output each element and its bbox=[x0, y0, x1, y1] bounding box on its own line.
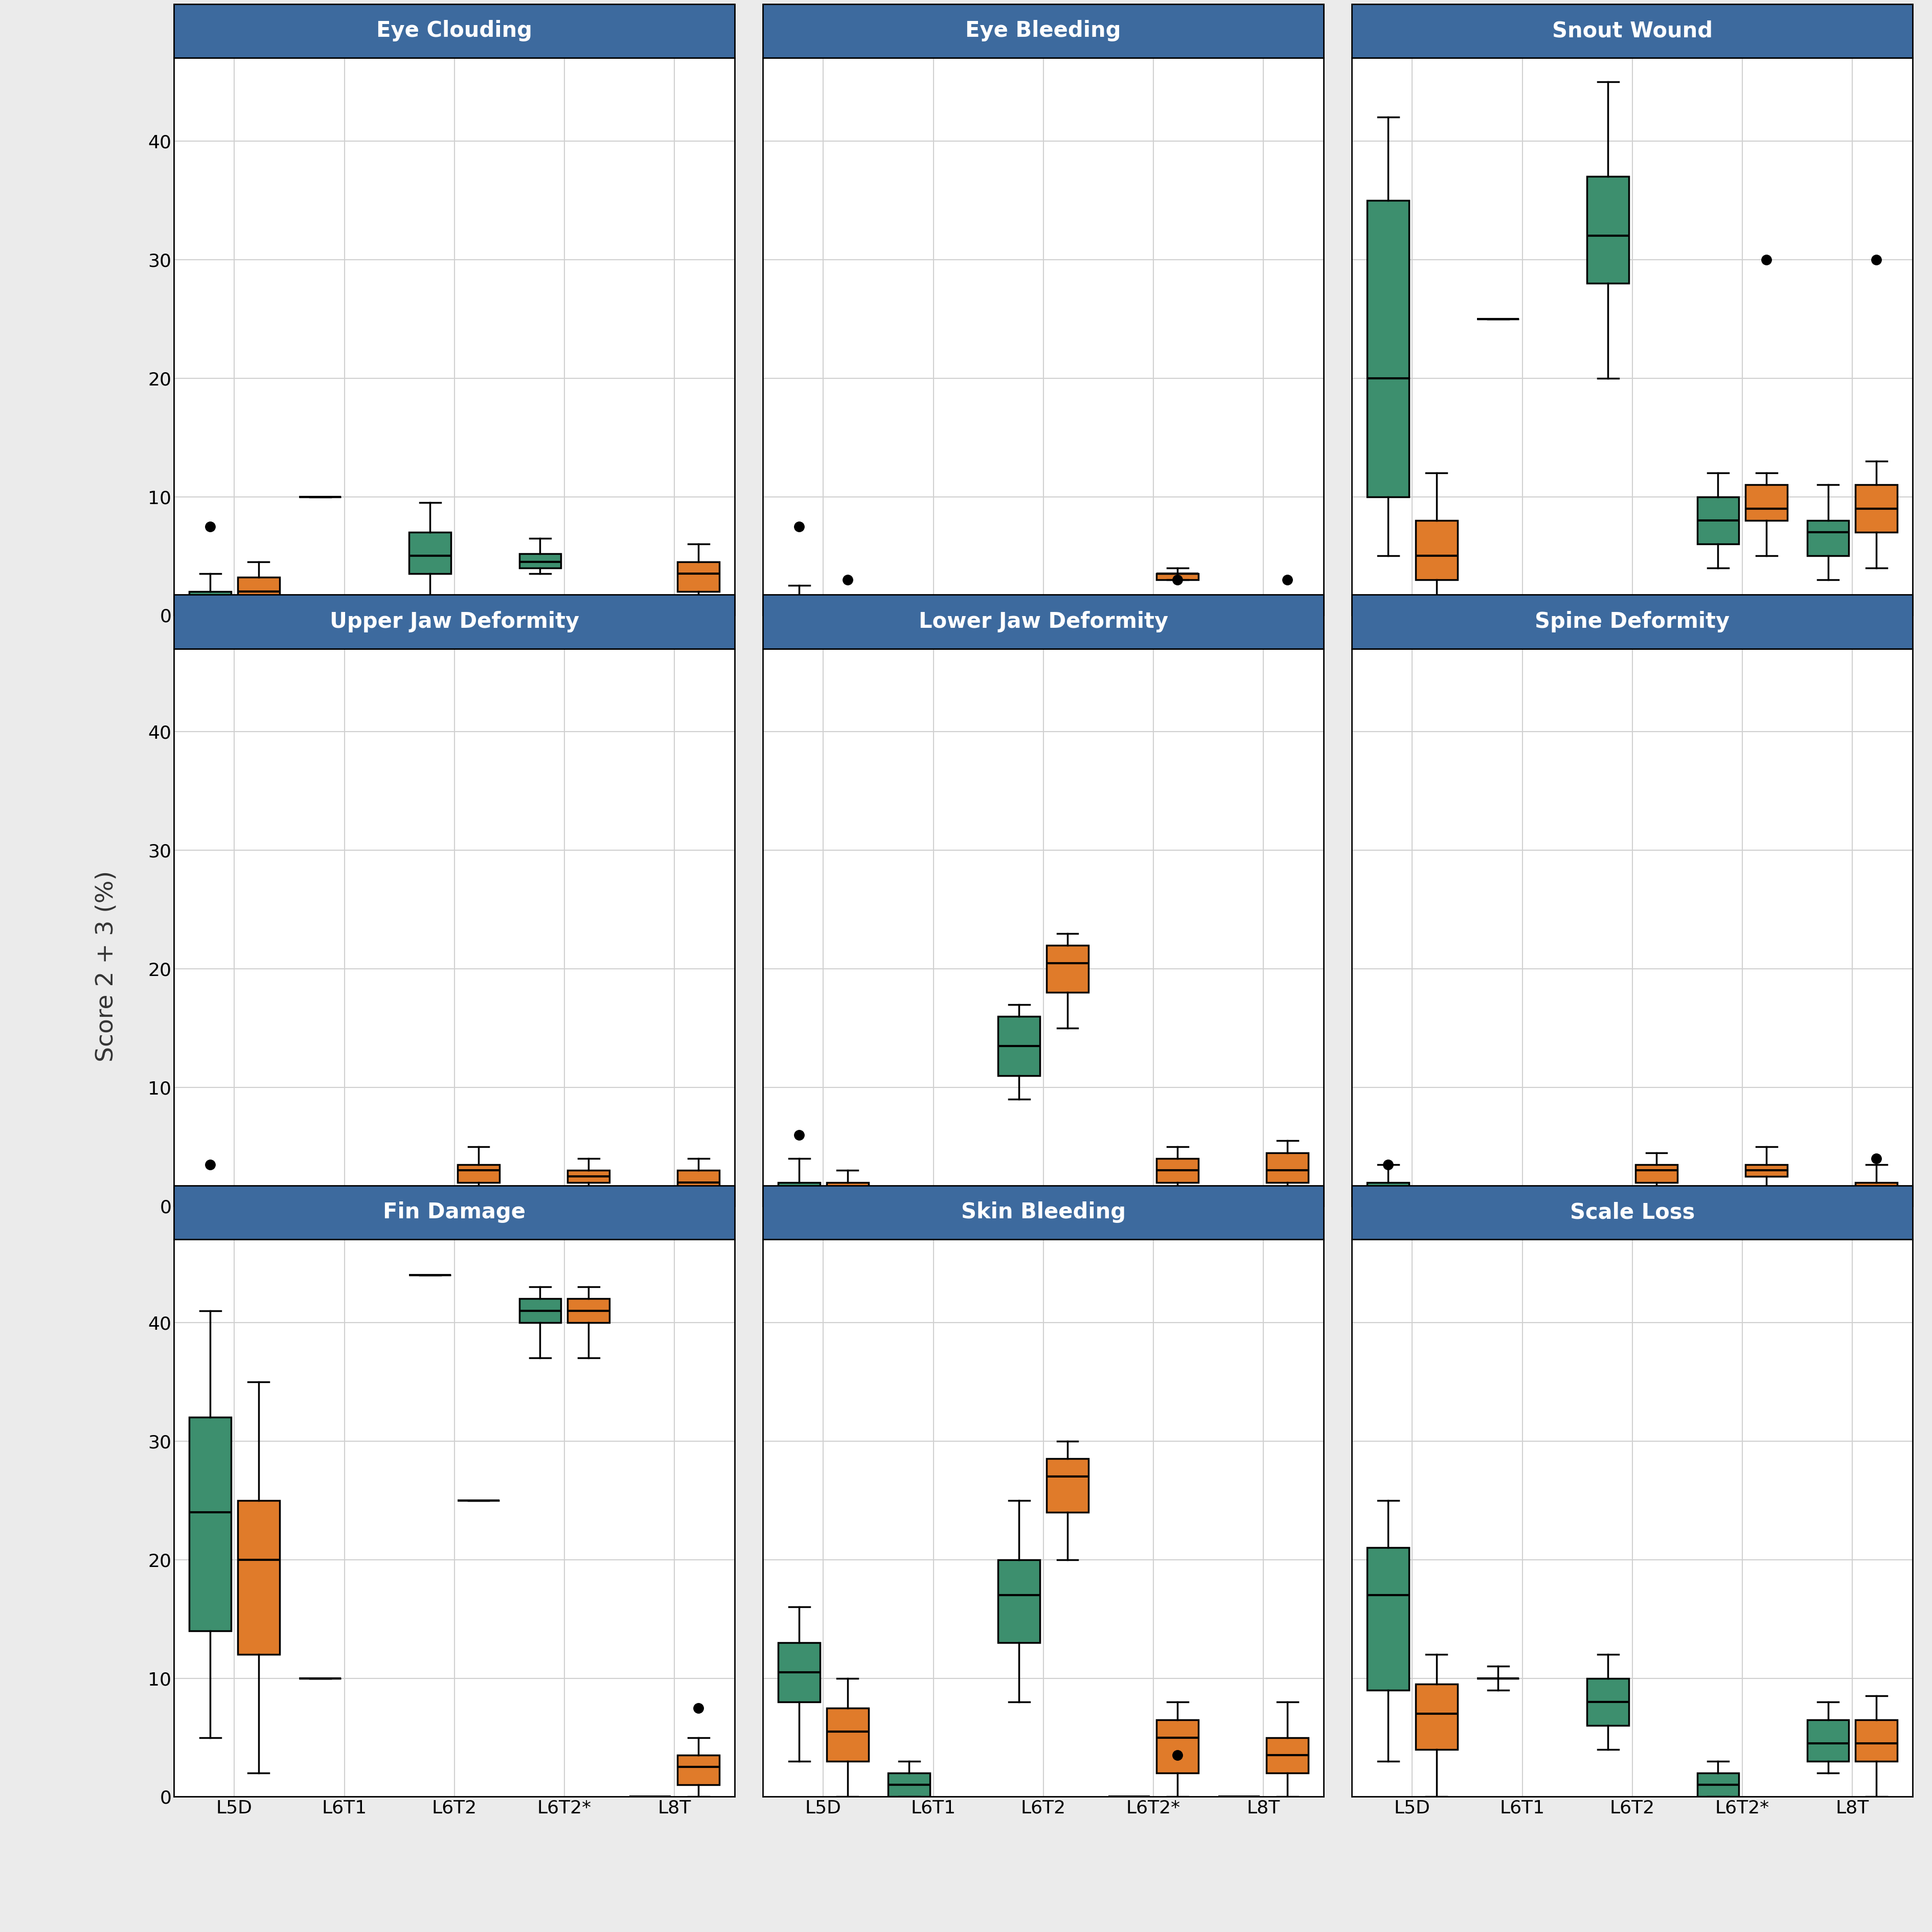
PathPatch shape bbox=[999, 1016, 1039, 1076]
PathPatch shape bbox=[889, 1774, 929, 1797]
PathPatch shape bbox=[189, 591, 232, 609]
PathPatch shape bbox=[1586, 176, 1629, 284]
Text: Lower Jaw Deformity: Lower Jaw Deformity bbox=[918, 611, 1169, 632]
PathPatch shape bbox=[779, 1182, 819, 1206]
PathPatch shape bbox=[678, 1756, 719, 1785]
PathPatch shape bbox=[827, 1708, 867, 1762]
PathPatch shape bbox=[238, 578, 280, 603]
PathPatch shape bbox=[1855, 1719, 1897, 1762]
PathPatch shape bbox=[1745, 1165, 1787, 1177]
Text: Score 2 + 3 (%): Score 2 + 3 (%) bbox=[95, 869, 118, 1063]
PathPatch shape bbox=[1806, 520, 1849, 556]
PathPatch shape bbox=[678, 562, 719, 591]
PathPatch shape bbox=[520, 1298, 560, 1323]
Text: Spine Deformity: Spine Deformity bbox=[1534, 611, 1729, 632]
Text: Scale Loss: Scale Loss bbox=[1571, 1202, 1694, 1223]
PathPatch shape bbox=[238, 1501, 280, 1654]
PathPatch shape bbox=[1368, 201, 1408, 497]
PathPatch shape bbox=[1855, 1182, 1897, 1200]
PathPatch shape bbox=[1267, 1153, 1308, 1182]
PathPatch shape bbox=[1636, 1165, 1677, 1182]
PathPatch shape bbox=[779, 603, 819, 614]
PathPatch shape bbox=[1047, 1459, 1088, 1513]
PathPatch shape bbox=[410, 531, 450, 574]
Text: Upper Jaw Deformity: Upper Jaw Deformity bbox=[330, 611, 580, 632]
PathPatch shape bbox=[458, 1165, 500, 1182]
PathPatch shape bbox=[1157, 574, 1198, 580]
PathPatch shape bbox=[1157, 1159, 1198, 1182]
PathPatch shape bbox=[1368, 1548, 1408, 1690]
PathPatch shape bbox=[1416, 1685, 1457, 1748]
PathPatch shape bbox=[1157, 1719, 1198, 1774]
PathPatch shape bbox=[1586, 1679, 1629, 1725]
PathPatch shape bbox=[1047, 945, 1088, 993]
PathPatch shape bbox=[1806, 1719, 1849, 1762]
Text: Snout Wound: Snout Wound bbox=[1551, 19, 1712, 43]
PathPatch shape bbox=[568, 1171, 609, 1182]
PathPatch shape bbox=[1267, 1737, 1308, 1774]
PathPatch shape bbox=[1368, 1182, 1408, 1206]
PathPatch shape bbox=[1855, 485, 1897, 531]
PathPatch shape bbox=[189, 1418, 232, 1631]
Text: Skin Bleeding: Skin Bleeding bbox=[960, 1202, 1126, 1223]
PathPatch shape bbox=[1745, 485, 1787, 520]
PathPatch shape bbox=[1696, 497, 1739, 545]
PathPatch shape bbox=[779, 1642, 819, 1702]
PathPatch shape bbox=[1696, 1774, 1739, 1797]
Text: Eye Clouding: Eye Clouding bbox=[377, 19, 533, 43]
PathPatch shape bbox=[1416, 520, 1457, 580]
PathPatch shape bbox=[568, 1298, 609, 1323]
Text: Eye Bleeding: Eye Bleeding bbox=[966, 19, 1121, 43]
PathPatch shape bbox=[827, 1182, 867, 1200]
PathPatch shape bbox=[678, 1171, 719, 1188]
PathPatch shape bbox=[520, 554, 560, 568]
Text: Fin Damage: Fin Damage bbox=[383, 1202, 526, 1223]
PathPatch shape bbox=[999, 1559, 1039, 1642]
